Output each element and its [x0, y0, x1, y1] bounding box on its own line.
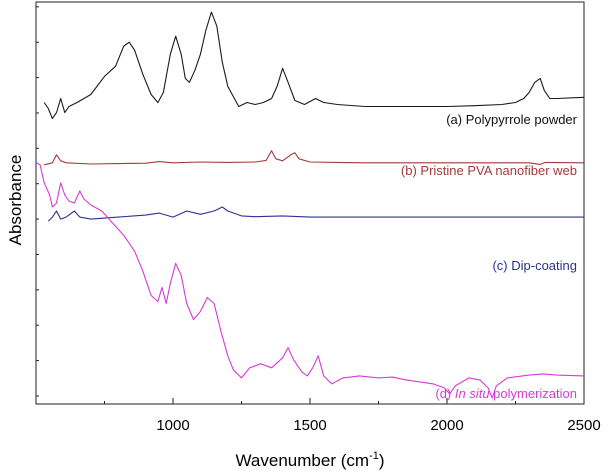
x-axis-title: Wavenumber (cm-1)	[236, 450, 385, 470]
x-tick-label: 1500	[293, 417, 326, 434]
series-label-in-situ-polymerization: (d) In situ polymerization	[435, 386, 577, 401]
series-line-dip-coating	[47, 206, 584, 222]
x-axis-ticks: 1000 1500 2000 2500	[35, 398, 601, 434]
plot-area: 1000 1500 2000 2500 (a) Polypyrrole powder(…	[35, 1, 601, 434]
x-axis-title-superscript: -1	[369, 450, 379, 462]
series-line-polypyrrole-powder	[43, 11, 585, 120]
series-line-in-situ-polymerization	[35, 162, 585, 399]
series-line-pristine-pva	[44, 150, 585, 166]
y-axis-ticks	[36, 6, 39, 397]
x-tick-label: 2500	[567, 417, 600, 434]
series-label-dip-coating: (c) Dip-coating	[492, 258, 577, 273]
series-group	[35, 11, 585, 399]
series-label-pristine-pva: (b) Pristine PVA nanofiber web	[401, 163, 577, 178]
series-labels-group: (a) Polypyrrole powder (b) Pristine PVA n…	[401, 112, 578, 401]
x-tick-label: 2000	[430, 417, 463, 434]
x-tick-label: 1000	[156, 417, 189, 434]
series-label-polypyrrole-powder: (a) Polypyrrole powder	[446, 112, 577, 127]
y-axis-title: Absorbance	[6, 155, 25, 246]
plot-frame	[35, 1, 585, 405]
